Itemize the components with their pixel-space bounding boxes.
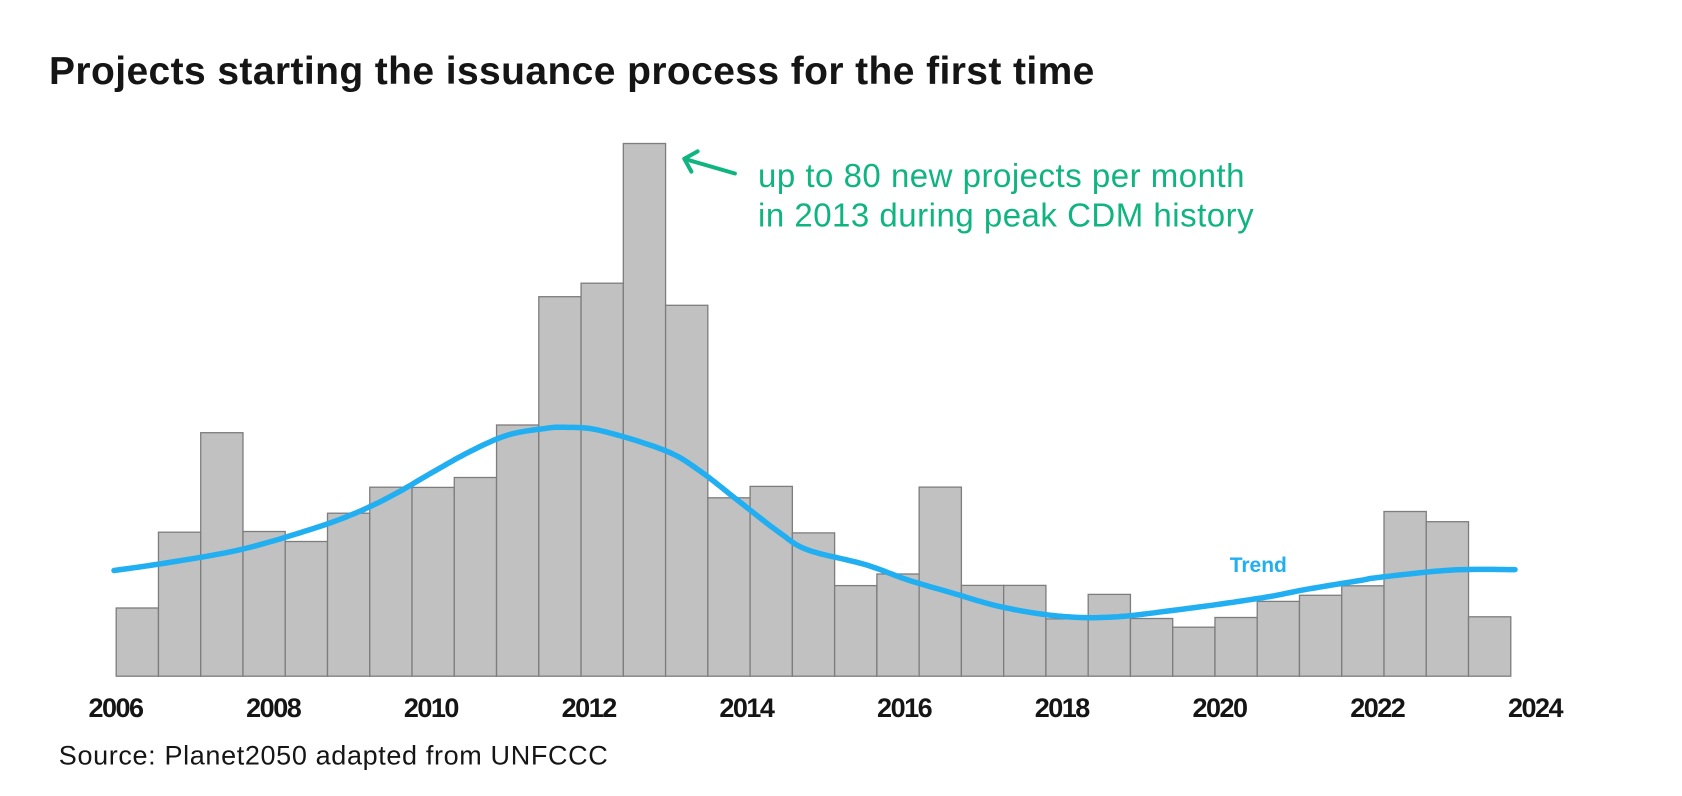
svg-text:up to 80 new projects per mont: up to 80 new projects per month — [758, 157, 1245, 194]
svg-text:Trend: Trend — [1230, 554, 1287, 577]
svg-text:2012: 2012 — [562, 693, 617, 723]
svg-text:Projects starting the issuance: Projects starting the issuance process f… — [49, 50, 1095, 93]
svg-text:2010: 2010 — [404, 693, 459, 723]
svg-text:in 2013 during peak CDM histor: in 2013 during peak CDM history — [758, 197, 1254, 234]
svg-text:2006: 2006 — [88, 693, 144, 723]
svg-text:2018: 2018 — [1035, 693, 1091, 723]
svg-text:2024: 2024 — [1508, 693, 1564, 723]
svg-text:Source: Planet2050 adapted fro: Source: Planet2050 adapted from UNFCCC — [59, 741, 609, 771]
svg-text:2022: 2022 — [1350, 693, 1405, 723]
svg-text:2020: 2020 — [1192, 693, 1247, 723]
svg-text:2008: 2008 — [246, 693, 302, 723]
svg-text:2014: 2014 — [719, 693, 775, 723]
svg-text:2016: 2016 — [877, 693, 933, 723]
